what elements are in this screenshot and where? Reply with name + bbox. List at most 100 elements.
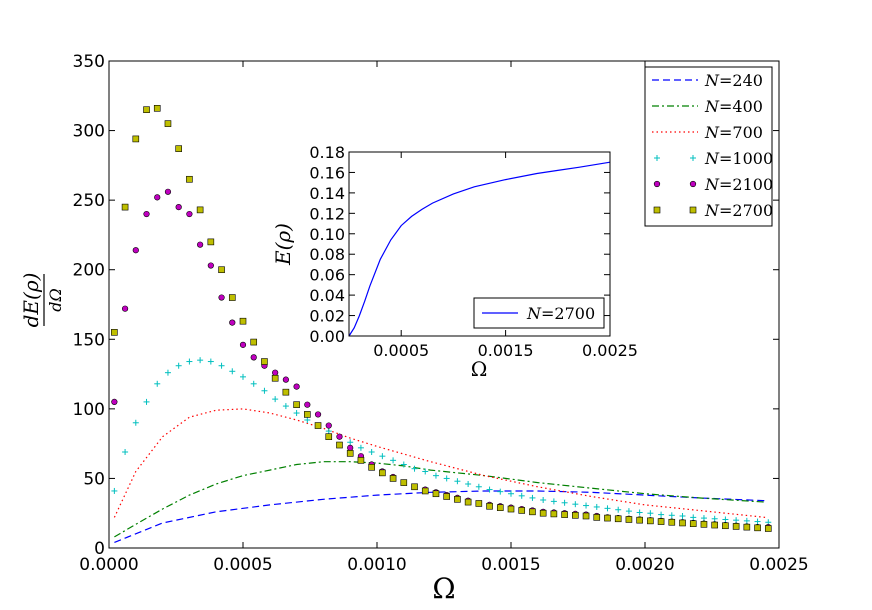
y-tick-label: 0.04 <box>309 286 345 305</box>
y-tick-label: 350 <box>73 52 105 72</box>
series-1000-point <box>325 428 332 435</box>
series-2700-line <box>348 161 611 337</box>
inset-y-axis-label: E(ρ) <box>271 223 295 266</box>
series-2100-point <box>207 262 214 269</box>
main-plot-frame <box>108 60 780 549</box>
legend-equals: = <box>719 149 732 168</box>
series-1000-point <box>561 499 568 506</box>
y-tick-label: 300 <box>73 122 105 142</box>
series-1000-point <box>368 448 375 455</box>
series-1000-point <box>111 487 118 494</box>
legend-var: N <box>704 123 720 142</box>
series-1000-markers <box>111 357 772 526</box>
series-2700-point <box>111 329 118 336</box>
legend-value: 2100 <box>732 175 773 194</box>
main-x-axis-label: Ω <box>432 572 455 605</box>
series-2700-point <box>421 487 429 495</box>
series-1000-point <box>486 486 493 493</box>
series-1000-point <box>443 475 450 482</box>
series-1000-point <box>604 505 611 512</box>
series-2700-point <box>625 516 633 523</box>
x-tick-label: 0.0025 <box>749 555 808 575</box>
series-1000-point <box>743 517 750 524</box>
series-1000-point <box>572 501 579 508</box>
series-1000-point <box>379 453 386 460</box>
legend-label: N=400 <box>704 97 763 116</box>
main-chart: 0.0000 0.0005 0.0010 0.0015 0.0020 0.0025 0 50… <box>19 52 809 605</box>
series-1000-point <box>261 387 268 394</box>
y-tick-label: 250 <box>73 191 105 211</box>
series-2100-point <box>164 188 172 195</box>
series-1000-point <box>647 510 654 517</box>
series-1000-point <box>357 444 364 451</box>
inset-x-axis-label: Ω <box>471 357 488 381</box>
inset-x-ticks: 0.0005 0.0015 0.0025 <box>373 152 638 360</box>
series-1000-point <box>497 488 504 495</box>
series-2700-point <box>582 512 590 520</box>
series-2700-point <box>689 520 697 527</box>
series-2700-point <box>261 358 268 365</box>
main-y-label-numerator: dE(ρ) <box>19 273 43 328</box>
series-240-line <box>114 490 766 543</box>
y-tick-label: 0.00 <box>309 327 345 346</box>
series-1000-point <box>143 398 150 405</box>
series-1000-point <box>518 492 525 499</box>
series-2700-markers <box>111 105 772 532</box>
legend-var: N <box>704 201 720 220</box>
main-y-label-denominator: dΩ <box>46 288 65 312</box>
inset-series-group <box>348 161 611 337</box>
x-tick-label: 0.0020 <box>615 555 674 575</box>
main-x-ticks: 0.0000 0.0005 0.0010 0.0015 0.0020 0.0025 <box>79 61 809 575</box>
series-1000-point <box>711 515 718 522</box>
series-1000-point <box>229 368 236 375</box>
series-2700-point <box>454 495 461 503</box>
series-1000-point <box>154 380 161 387</box>
y-tick-label: 200 <box>73 261 105 281</box>
series-1000-point <box>304 416 311 423</box>
series-1000-point <box>432 472 439 479</box>
series-2700-point <box>764 525 772 532</box>
series-2700-point <box>368 463 375 471</box>
series-1000-point <box>754 518 761 525</box>
series-1000-point <box>465 480 472 487</box>
series-2700-point <box>732 523 740 530</box>
legend-label: N=1000 <box>704 149 773 168</box>
series-1000-point <box>636 509 643 516</box>
inset-chart: 0.0005 0.0015 0.0025 0.000.020.040.060.080… <box>271 143 638 381</box>
series-2100-point <box>293 383 300 390</box>
series-1000-point <box>400 461 407 468</box>
y-tick-label: 0.12 <box>309 204 345 223</box>
series-1000-point <box>508 490 514 497</box>
series-1000-point <box>218 362 225 369</box>
legend-value: 2700 <box>732 201 773 220</box>
series-2700-point <box>711 521 718 529</box>
series-1000-point <box>240 373 246 380</box>
series-2100-point <box>111 398 118 406</box>
series-2100-point <box>304 401 311 408</box>
series-2700-point <box>218 266 225 274</box>
series-2700-point <box>679 519 686 527</box>
series-2700-point <box>282 388 290 396</box>
series-2700-point <box>443 493 450 500</box>
legend-entry-240: N=240 <box>652 71 763 90</box>
series-1000-point <box>454 478 461 485</box>
x-tick-label: 0.0025 <box>582 341 638 360</box>
series-2700-point <box>700 521 708 528</box>
series-2700-point <box>529 508 536 516</box>
legend-swatch-b <box>689 206 697 214</box>
x-tick-label: 0.0005 <box>373 341 429 360</box>
inset-plot-frame <box>348 151 611 337</box>
series-2100-point <box>336 433 343 440</box>
series-2700-point <box>379 469 386 477</box>
legend-entry-1000: N=1000 <box>654 149 773 168</box>
series-2100-point <box>239 341 247 348</box>
series-2100-point <box>175 204 182 211</box>
y-tick-label: 150 <box>73 330 105 350</box>
y-tick-label: 0.08 <box>309 245 345 264</box>
series-2700-point <box>304 411 311 418</box>
series-2100-point <box>229 319 236 326</box>
y-tick-label: 0.06 <box>309 266 345 285</box>
legend-equals: = <box>719 71 732 90</box>
series-2700-point <box>722 522 729 530</box>
